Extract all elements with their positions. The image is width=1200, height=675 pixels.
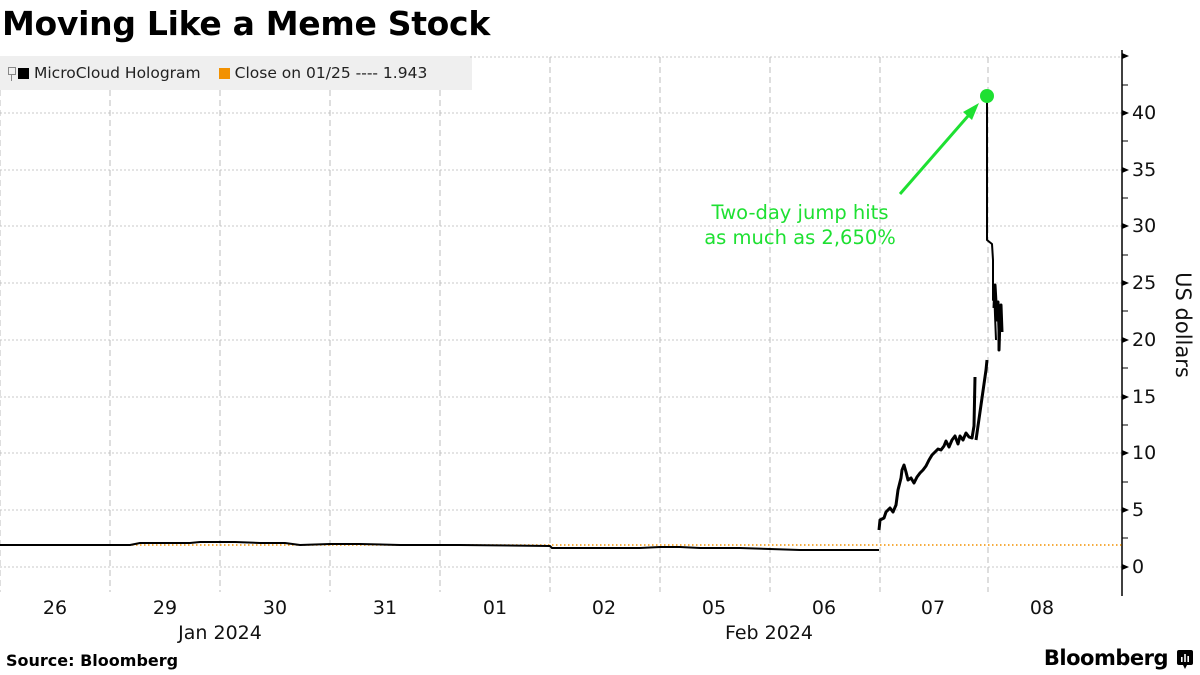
y-tick-label: 40 <box>1132 102 1157 124</box>
source-note: Source: Bloomberg <box>6 651 179 670</box>
x-tick-label: 01 <box>482 597 508 619</box>
y-tick-label: 10 <box>1132 442 1157 464</box>
x-tick-label: 07 <box>920 597 946 619</box>
annotation-text: Two-day jump hits as much as 2,650% <box>700 200 900 250</box>
x-tick-label: 06 <box>811 597 837 619</box>
legend-item-microcloud: MicroCloud Hologram <box>8 64 201 82</box>
x-tick-label: 30 <box>262 597 288 619</box>
y-tick-label: 25 <box>1132 272 1157 294</box>
x-tick-label: 02 <box>591 597 617 619</box>
legend: MicroCloud Hologram Close on 01/25 ---- … <box>0 56 472 90</box>
y-tick-label: 0 <box>1132 556 1145 578</box>
legend-label: MicroCloud Hologram <box>34 64 201 82</box>
y-tick-label: 15 <box>1132 386 1157 408</box>
y-axis-ticks <box>1122 53 1129 570</box>
price-series <box>0 96 1004 551</box>
y-tick-label: 30 <box>1132 215 1157 237</box>
annotation-line-2: as much as 2,650% <box>704 226 896 249</box>
x-month-label: Feb 2024 <box>724 622 814 644</box>
legend-swatch-black <box>18 67 29 79</box>
x-tick-label: 29 <box>152 597 178 619</box>
chart-title: Moving Like a Meme Stock <box>2 4 490 43</box>
x-tick-label: 31 <box>372 597 398 619</box>
x-tick-label: 08 <box>1029 597 1055 619</box>
x-tick-label: 05 <box>701 597 727 619</box>
h-gridlines <box>0 56 1122 568</box>
bloomberg-logo: Bloomberg <box>1043 646 1169 670</box>
y-tick-label: 35 <box>1132 159 1157 181</box>
bloomberg-chart-icon <box>1177 650 1193 669</box>
legend-label: Close on 01/25 ---- 1.943 <box>234 64 428 82</box>
legend-item-close: Close on 01/25 ---- 1.943 <box>218 64 428 82</box>
y-tick-label: 20 <box>1132 329 1157 351</box>
y-axis-title: US dollars <box>1171 272 1195 378</box>
legend-swatch-orange <box>218 67 230 79</box>
pin-icon[interactable] <box>8 65 16 81</box>
x-tick-label: 26 <box>42 597 68 619</box>
y-axis-minor-ticks <box>1122 84 1128 539</box>
x-month-label: Jan 2024 <box>178 622 262 644</box>
annotation-arrow <box>898 103 979 195</box>
peak-marker <box>980 89 994 103</box>
v-gridlines <box>0 57 989 592</box>
annotation-line-1: Two-day jump hits <box>711 201 889 224</box>
y-tick-label: 5 <box>1132 499 1145 521</box>
